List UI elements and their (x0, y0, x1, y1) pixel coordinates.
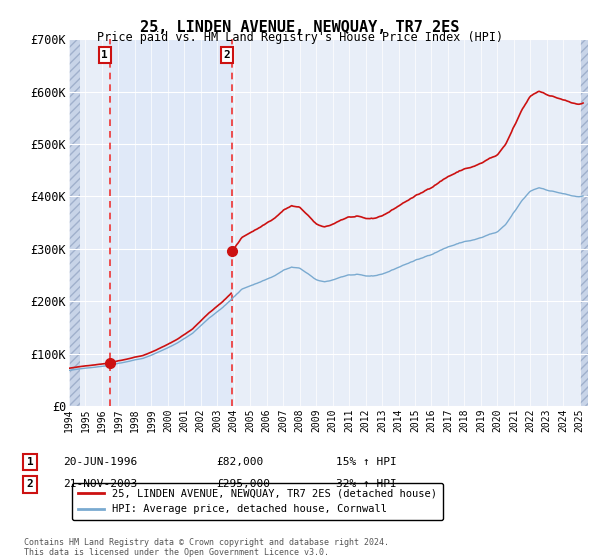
Bar (110, 39, 232, 406)
Text: 21-NOV-2003: 21-NOV-2003 (63, 479, 137, 489)
Text: 1: 1 (101, 50, 108, 60)
Legend: 25, LINDEN AVENUE, NEWQUAY, TR7 2ES (detached house), HPI: Average price, detach: 25, LINDEN AVENUE, NEWQUAY, TR7 2ES (det… (71, 483, 443, 520)
Text: Contains HM Land Registry data © Crown copyright and database right 2024.
This d: Contains HM Land Registry data © Crown c… (24, 538, 389, 557)
Text: £295,000: £295,000 (216, 479, 270, 489)
Text: 15% ↑ HPI: 15% ↑ HPI (336, 457, 397, 467)
Text: £82,000: £82,000 (216, 457, 263, 467)
Text: 2: 2 (26, 479, 34, 489)
Bar (580, 39, 596, 406)
Text: 2: 2 (224, 50, 230, 60)
Bar (69, 39, 80, 406)
Text: Price paid vs. HM Land Registry's House Price Index (HPI): Price paid vs. HM Land Registry's House … (97, 31, 503, 44)
Text: 32% ↑ HPI: 32% ↑ HPI (336, 479, 397, 489)
Text: 25, LINDEN AVENUE, NEWQUAY, TR7 2ES: 25, LINDEN AVENUE, NEWQUAY, TR7 2ES (140, 20, 460, 35)
Text: 20-JUN-1996: 20-JUN-1996 (63, 457, 137, 467)
Text: 1: 1 (26, 457, 34, 467)
